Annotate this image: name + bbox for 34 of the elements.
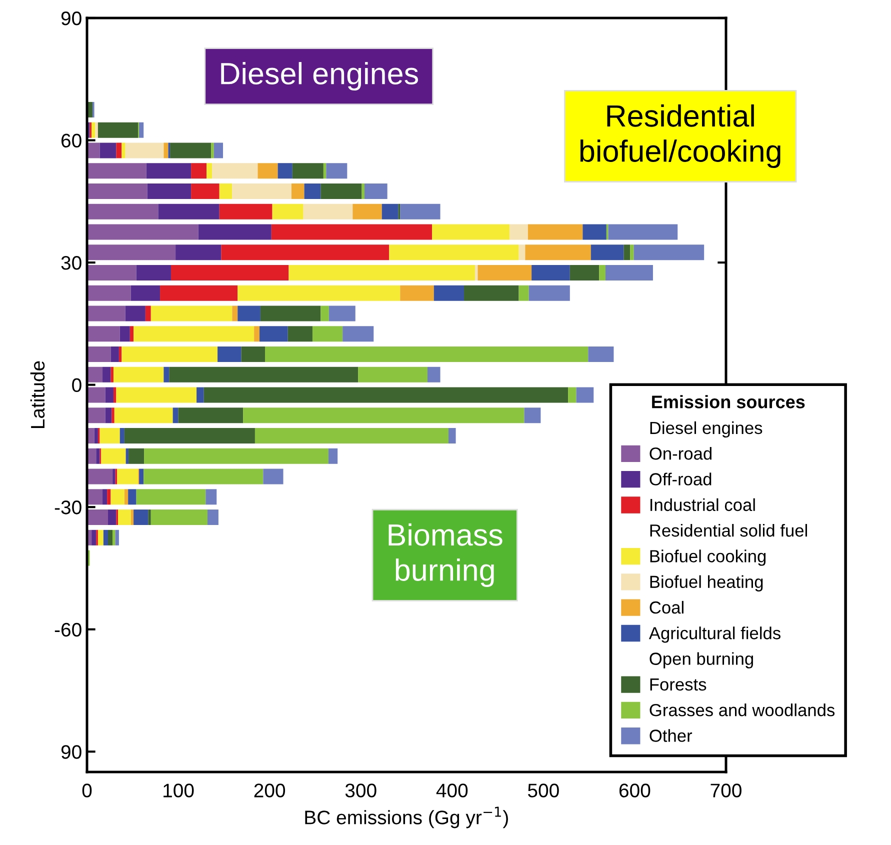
y-axis-title: Latitude [30, 361, 45, 428]
x-tick-label: 300 [345, 784, 376, 798]
y-tick-label: -60 [54, 622, 82, 637]
annotation: Residential biofuel/cooking [580, 104, 780, 168]
x-tick-label: 600 [619, 784, 650, 798]
x-tick-label: 400 [436, 784, 468, 798]
annotation: Diesel engines [221, 62, 418, 91]
y-tick-label: 0 [72, 378, 82, 392]
x-axis-title: BC emissions (Gg yr$^{−1}$) [305, 806, 508, 828]
y-tick-label: 60 [62, 134, 82, 148]
x-tick-label: 500 [528, 784, 559, 798]
annotation: Biomass burning [388, 523, 502, 587]
legend-label: Industrial coal [650, 498, 755, 512]
legend-title: Emission sources [652, 395, 805, 408]
x-tick-label: 100 [164, 784, 194, 798]
legend-label: Agricultural fields [648, 626, 780, 643]
y-tick-label: 30 [61, 256, 82, 270]
legend-label: Forests [650, 678, 706, 691]
legend-label: Coal [650, 600, 684, 614]
legend-label: Other [650, 729, 692, 742]
y-tick-label: 90 [61, 11, 82, 26]
annotation: Open burning [650, 652, 753, 668]
x-tick-label: 0 [82, 784, 92, 798]
x-tick-label: 700 [710, 784, 742, 798]
legend-label: Grasses and woodlands [650, 704, 835, 716]
x-tick-label: 200 [254, 784, 286, 798]
annotation: Diesel engines [650, 421, 762, 438]
legend-label: Off-road [650, 472, 712, 486]
legend-label: Biofuel heating [650, 575, 763, 592]
legend-label: Biofuel cooking [650, 550, 766, 566]
y-tick-label: 90 [61, 745, 82, 759]
y-tick-label: -30 [54, 500, 82, 514]
annotation: Residential solid fuel [650, 524, 807, 537]
legend-label: On-road [650, 447, 712, 460]
